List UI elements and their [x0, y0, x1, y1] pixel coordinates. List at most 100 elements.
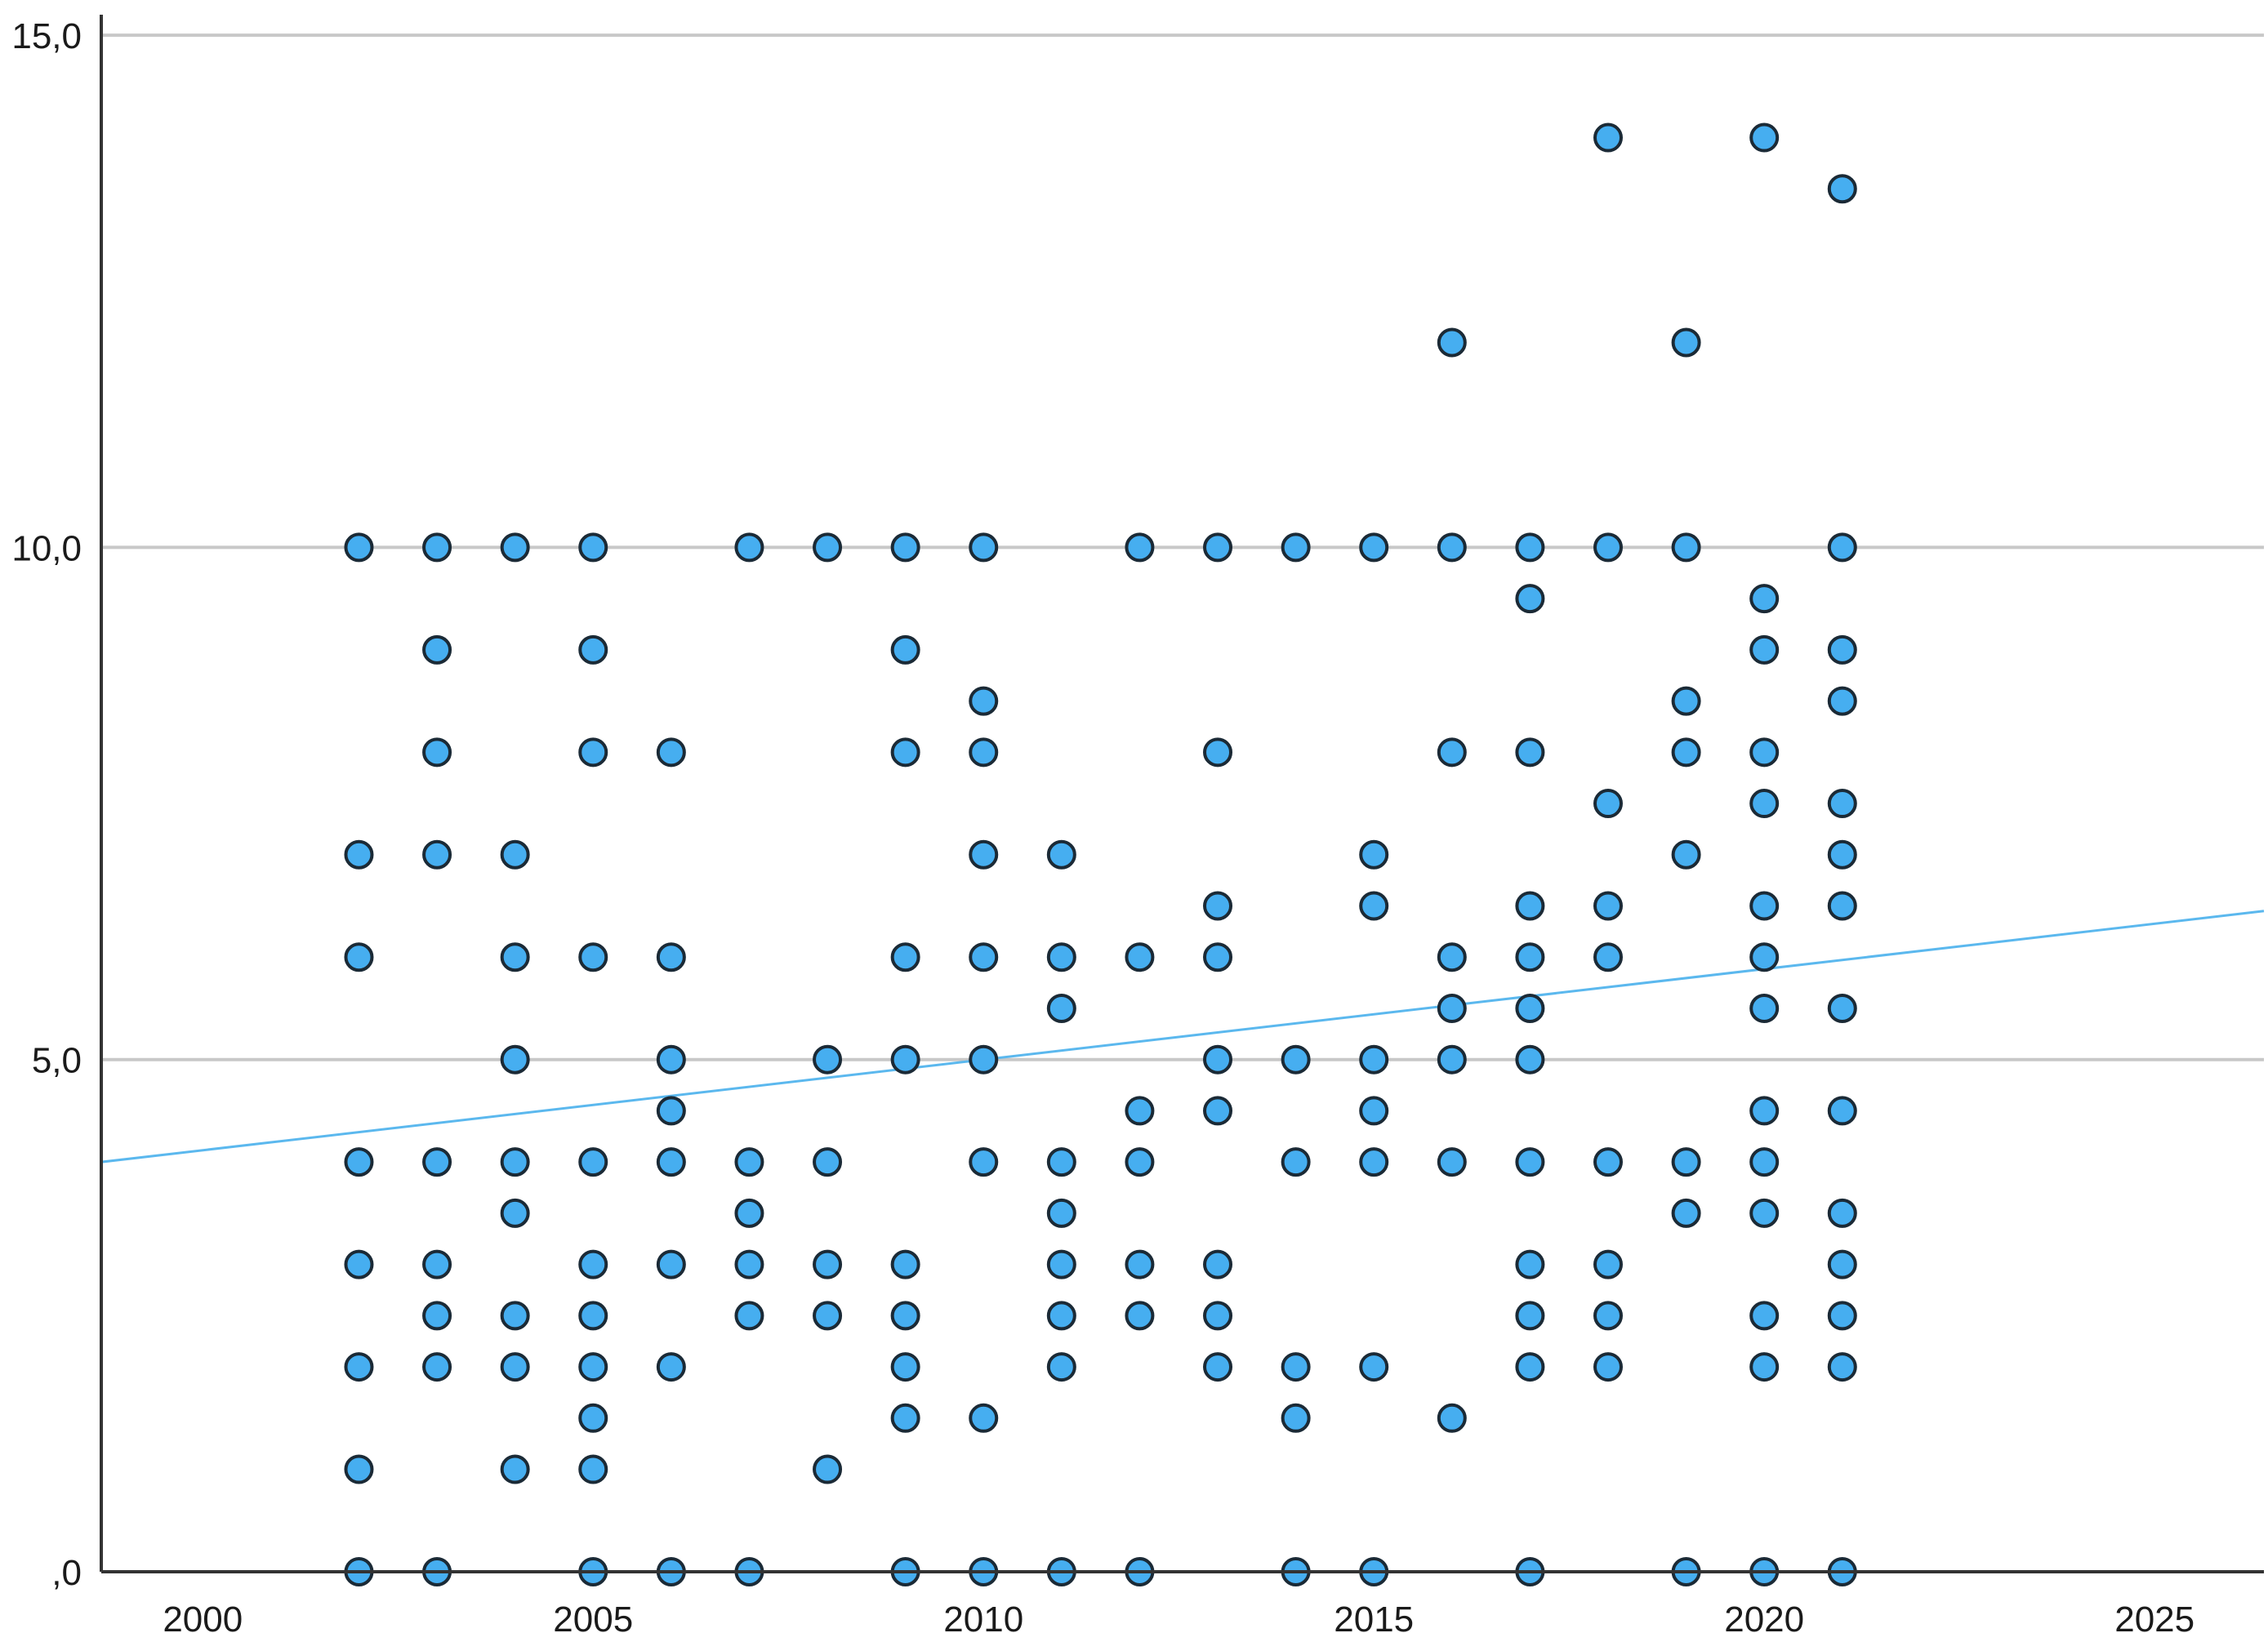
- data-point: [344, 1147, 374, 1177]
- x-tick-label: 2020: [1724, 1600, 1804, 1633]
- data-point: [1125, 1249, 1155, 1279]
- data-point: [1359, 1352, 1389, 1382]
- data-point: [1749, 1198, 1780, 1228]
- data-point: [969, 686, 999, 716]
- data-point: [656, 1352, 686, 1382]
- data-point: [1437, 737, 1467, 768]
- data-point: [578, 1454, 608, 1484]
- data-point: [1046, 942, 1076, 972]
- data-point: [1359, 891, 1389, 921]
- gridlines: [101, 33, 2264, 1061]
- data-point: [1515, 891, 1545, 921]
- data-point: [1749, 1147, 1780, 1177]
- fit-line: [100, 910, 2265, 1164]
- data-point: [1593, 1301, 1623, 1331]
- data-point: [969, 737, 999, 768]
- data-point: [1046, 993, 1076, 1023]
- data-point: [734, 1301, 764, 1331]
- data-point: [1046, 1198, 1076, 1228]
- data-point: [656, 942, 686, 972]
- data-point: [656, 737, 686, 768]
- data-point: [1515, 1301, 1545, 1331]
- data-point: [1515, 532, 1545, 563]
- x-tick-label: 2025: [2114, 1600, 2194, 1633]
- x-tick-labels: 2000 2005 2010 2015 2020 2025: [163, 1600, 2194, 1633]
- data-point: [969, 839, 999, 870]
- x-tick-label: 2005: [553, 1600, 633, 1633]
- data-point: [1749, 122, 1780, 153]
- data-point: [1593, 942, 1623, 972]
- data-point: [890, 1352, 920, 1382]
- data-point: [1437, 993, 1467, 1023]
- data-point: [1515, 1352, 1545, 1382]
- data-point: [813, 532, 843, 563]
- data-point: [1827, 1198, 1857, 1228]
- data-point: [1359, 1044, 1389, 1075]
- data-point: [890, 532, 920, 563]
- data-point: [1827, 993, 1857, 1023]
- data-point: [1827, 1301, 1857, 1331]
- data-point: [1359, 1096, 1389, 1126]
- data-point: [890, 1403, 920, 1433]
- data-point: [422, 1301, 452, 1331]
- data-point: [1437, 942, 1467, 972]
- data-point: [1046, 1147, 1076, 1177]
- data-point: [1437, 1403, 1467, 1433]
- data-point: [1827, 1352, 1857, 1382]
- y-tick-label: ,0: [51, 1553, 82, 1593]
- data-point: [1749, 634, 1780, 665]
- data-point: [656, 1147, 686, 1177]
- data-point: [1749, 993, 1780, 1023]
- data-point: [1203, 1352, 1233, 1382]
- data-point: [500, 1198, 530, 1228]
- data-point: [500, 839, 530, 870]
- data-point: [1359, 532, 1389, 563]
- data-point: [1671, 737, 1701, 768]
- y-tick-labels: ,0 5,0 10,0 15,0: [11, 16, 82, 1593]
- data-point: [578, 737, 608, 768]
- data-point: [1125, 942, 1155, 972]
- axes: [100, 15, 2264, 1573]
- data-point: [1203, 737, 1233, 768]
- data-point: [656, 1044, 686, 1075]
- data-point: [1827, 174, 1857, 204]
- data-point: [656, 1249, 686, 1279]
- data-point: [1203, 1301, 1233, 1331]
- data-point: [500, 942, 530, 972]
- data-point: [1515, 1249, 1545, 1279]
- data-point: [422, 737, 452, 768]
- y-tick-label: 15,0: [11, 16, 82, 56]
- data-point: [1281, 1044, 1311, 1075]
- data-point: [578, 532, 608, 563]
- data-point: [890, 1249, 920, 1279]
- data-point: [422, 532, 452, 563]
- data-point: [344, 532, 374, 563]
- data-point: [1515, 993, 1545, 1023]
- data-point: [1827, 532, 1857, 563]
- data-point: [422, 1352, 452, 1382]
- data-point: [1749, 789, 1780, 819]
- data-point: [1671, 1147, 1701, 1177]
- data-point: [1281, 1352, 1311, 1382]
- data-point: [1515, 584, 1545, 614]
- data-point: [1671, 532, 1701, 563]
- data-point: [813, 1249, 843, 1279]
- data-point: [813, 1044, 843, 1075]
- data-point: [734, 1198, 764, 1228]
- data-point: [1515, 1147, 1545, 1177]
- data-point: [1281, 532, 1311, 563]
- data-point: [1749, 1352, 1780, 1382]
- data-point: [1437, 327, 1467, 358]
- data-point: [1125, 1147, 1155, 1177]
- data-point: [890, 737, 920, 768]
- data-point: [1046, 1352, 1076, 1382]
- data-point: [1827, 686, 1857, 716]
- data-point: [1593, 891, 1623, 921]
- data-point: [500, 532, 530, 563]
- data-point: [1827, 634, 1857, 665]
- y-tick-label: 10,0: [11, 528, 82, 568]
- data-point: [344, 1249, 374, 1279]
- data-point: [1749, 942, 1780, 972]
- data-point: [734, 1249, 764, 1279]
